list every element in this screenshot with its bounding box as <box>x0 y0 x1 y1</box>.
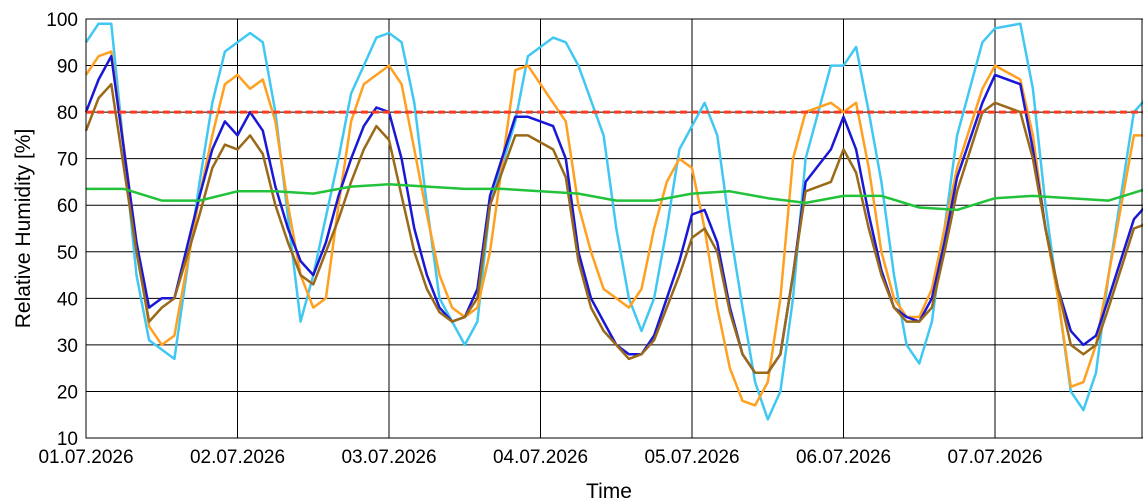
series-line-4 <box>84 82 1143 375</box>
y-tick-label: 30 <box>57 336 78 357</box>
y-tick-label: 50 <box>57 243 78 264</box>
y-tick-label: 40 <box>57 289 78 310</box>
y-tick-label: 90 <box>57 57 78 78</box>
x-tick-label: 03.07.2026 <box>341 447 436 468</box>
series-lines <box>84 22 1143 421</box>
series-line-5 <box>86 183 1143 212</box>
grid <box>86 18 1143 439</box>
y-tick-label: 10 <box>57 429 78 450</box>
x-tick-label: 02.07.2026 <box>190 447 285 468</box>
series-line-2 <box>84 50 1143 407</box>
x-tick-label: 06.07.2026 <box>796 447 891 468</box>
plot-frame <box>85 18 1143 439</box>
x-axis-title: Time <box>586 480 632 503</box>
x-tick-label: 04.07.2026 <box>493 447 588 468</box>
x-tick-label: 01.07.2026 <box>38 447 133 468</box>
y-tick-labels: 10 20 30 40 50 60 70 80 90 100 <box>46 10 78 450</box>
y-tick-label: 20 <box>57 382 78 403</box>
y-tick-label: 80 <box>57 103 78 124</box>
x-tick-label: 05.07.2026 <box>644 447 739 468</box>
x-tick-labels: 01.07.2026 02.07.2026 03.07.2026 04.07.2026… <box>38 447 1042 468</box>
x-tick-label: 07.07.2026 <box>947 447 1042 468</box>
y-tick-label: 60 <box>57 196 78 217</box>
y-tick-label: 100 <box>46 10 78 31</box>
y-tick-label: 70 <box>57 150 78 171</box>
y-axis-title: Relative Humidity [%] <box>12 129 35 329</box>
series-line-1 <box>84 22 1143 421</box>
